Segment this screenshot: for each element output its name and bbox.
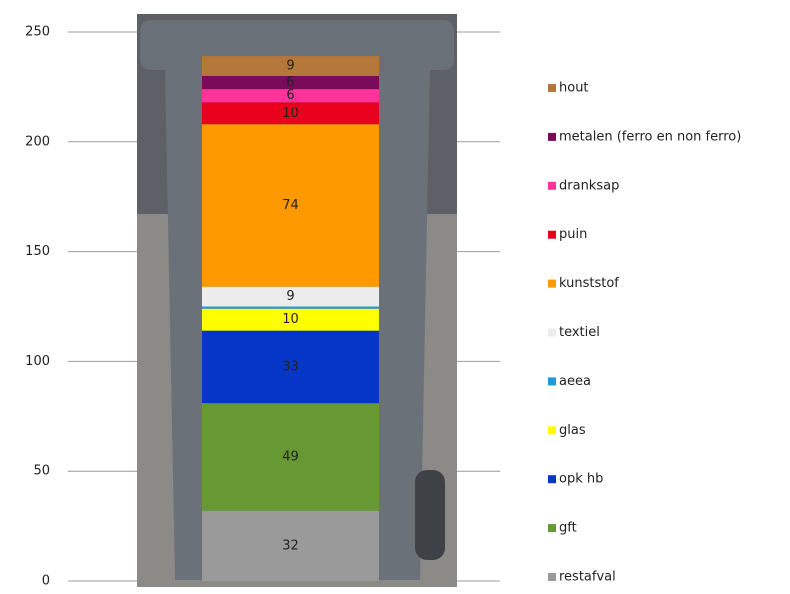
legend-label: restafval (559, 570, 616, 585)
legend-swatch (548, 279, 556, 288)
bar-segment (202, 510, 379, 581)
legend-label: hout (559, 81, 589, 96)
legend-swatch (548, 328, 556, 337)
legend-label: puin (559, 227, 587, 242)
bar-segment (202, 308, 379, 331)
bar-segment (202, 75, 379, 90)
y-tick-label: 50 (33, 464, 50, 479)
legend-swatch (548, 132, 556, 141)
data-label: 33 (282, 359, 299, 374)
data-label: 9 (286, 289, 294, 304)
bar-segment (202, 124, 379, 287)
legend-label: glas (559, 423, 586, 438)
bar-segment (202, 56, 379, 76)
bar-segment (202, 306, 379, 309)
legend-swatch (548, 230, 556, 239)
legend-label: dranksap (559, 178, 619, 193)
legend-swatch (548, 426, 556, 435)
data-label: 49 (282, 449, 299, 464)
legend-label: kunststof (559, 276, 619, 291)
y-tick-label: 0 (42, 574, 50, 589)
legend-swatch (548, 524, 556, 533)
data-label: 6 (286, 88, 294, 103)
legend-swatch (548, 475, 556, 484)
bar-segment (202, 403, 379, 511)
data-label: 74 (282, 198, 299, 213)
data-label: 10 (282, 106, 299, 121)
y-tick-label: 100 (25, 354, 50, 369)
data-label: 32 (282, 538, 299, 553)
data-label: 10 (282, 312, 299, 327)
bar-segment (202, 286, 379, 307)
bar-segment (202, 102, 379, 125)
y-tick-label: 250 (25, 25, 50, 40)
legend-swatch (548, 84, 556, 92)
legend-swatch (548, 377, 556, 386)
legend-swatch (548, 573, 556, 581)
legend-label: textiel (559, 325, 600, 340)
legend-label: opk hb (559, 472, 603, 487)
y-tick-label: 200 (25, 134, 50, 149)
data-label: 6 (286, 75, 294, 90)
data-label: 9 (286, 59, 294, 74)
legend-label: aeea (559, 374, 591, 389)
legend-label: metalen (ferro en non ferro) (559, 129, 741, 144)
legend-label: gft (559, 521, 577, 536)
y-tick-label: 150 (25, 244, 50, 259)
bar-segment (202, 89, 379, 103)
bar-segment (202, 330, 379, 404)
legend-swatch (548, 181, 556, 190)
